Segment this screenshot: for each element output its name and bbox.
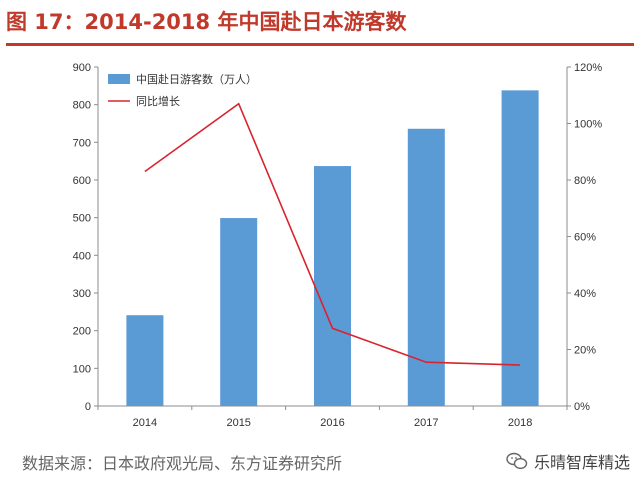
y-tick-label: 600 xyxy=(73,175,91,187)
y2-tick-label: 0% xyxy=(574,401,590,413)
y-tick-label: 300 xyxy=(73,288,91,300)
y2-tick-label: 60% xyxy=(574,232,596,244)
x-tick-label: 2017 xyxy=(414,417,438,429)
y2-tick-label: 20% xyxy=(574,345,596,357)
y-tick-label: 100 xyxy=(73,363,91,375)
y-tick-label: 800 xyxy=(73,100,91,112)
bar xyxy=(220,218,258,406)
chart-title: 图 17：2014-2018 年中国赴日本游客数 xyxy=(6,10,407,34)
chart-svg: 0 100 200 300 400 500 600 700 800 900 0% 20% 40% 60% 8… xyxy=(73,62,603,429)
bar xyxy=(126,315,164,406)
bar xyxy=(407,128,445,407)
watermark: 乐晴智库精选 xyxy=(506,449,630,473)
wechat-icon xyxy=(506,452,528,470)
x-tick-label: 2016 xyxy=(320,417,344,429)
y2-tick-label: 100% xyxy=(574,119,602,131)
y2-tick-label: 40% xyxy=(574,288,596,300)
legend-line-label: 同比增长 xyxy=(136,94,180,108)
y-tick-label: 500 xyxy=(73,213,91,225)
y2-tick-label: 120% xyxy=(574,62,602,74)
y-tick-label: 400 xyxy=(73,250,91,262)
y-tick-label: 200 xyxy=(73,326,91,338)
y-tick-label: 900 xyxy=(73,62,91,74)
y-tick-label: 700 xyxy=(73,137,91,149)
y-tick-label: 0 xyxy=(85,401,91,413)
legend-bar-swatch xyxy=(108,74,130,84)
watermark-text: 乐晴智库精选 xyxy=(533,453,630,472)
x-tick-label: 2018 xyxy=(508,417,532,429)
source-note: 数据来源：日本政府观光局、东方证券研究所 xyxy=(22,454,343,473)
x-tick-label: 2014 xyxy=(133,417,157,429)
bar xyxy=(314,166,351,406)
x-tick-label: 2015 xyxy=(226,417,250,429)
title-underline xyxy=(6,43,634,46)
legend-bar-label: 中国赴日游客数（万人） xyxy=(136,72,257,86)
bar xyxy=(501,90,539,406)
y2-tick-label: 80% xyxy=(574,175,596,187)
